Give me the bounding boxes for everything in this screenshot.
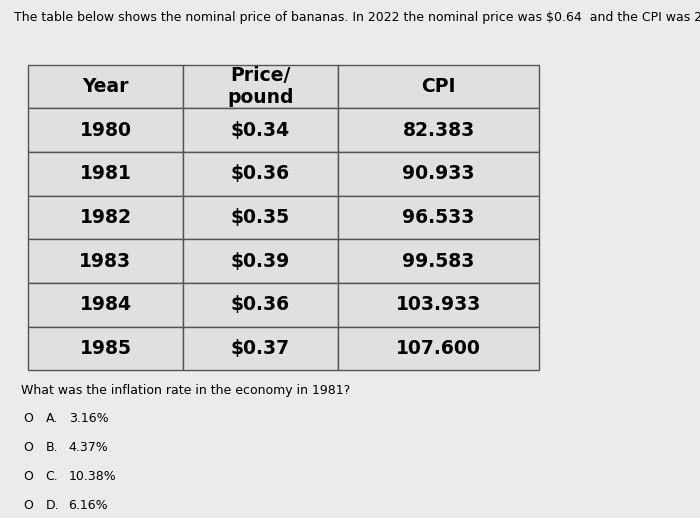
Bar bbox=[183, 152, 338, 196]
Bar bbox=[338, 327, 540, 370]
Text: $0.35: $0.35 bbox=[231, 208, 290, 227]
Bar bbox=[183, 327, 338, 370]
Text: O: O bbox=[23, 441, 33, 454]
Bar bbox=[338, 283, 540, 327]
Text: B.: B. bbox=[46, 441, 58, 454]
Text: 90.933: 90.933 bbox=[402, 164, 475, 183]
Bar bbox=[28, 283, 183, 327]
Text: $0.39: $0.39 bbox=[231, 252, 290, 271]
Text: $0.34: $0.34 bbox=[231, 121, 290, 140]
Text: 1984: 1984 bbox=[79, 295, 132, 314]
Text: The table below shows the nominal price of bananas. In 2022 the nominal price wa: The table below shows the nominal price … bbox=[14, 11, 700, 24]
Text: 10.38%: 10.38% bbox=[69, 470, 116, 483]
Text: What was the inflation rate in the economy in 1981?: What was the inflation rate in the econo… bbox=[21, 384, 350, 397]
Text: 82.383: 82.383 bbox=[402, 121, 475, 140]
Text: 96.533: 96.533 bbox=[402, 208, 475, 227]
Text: 107.600: 107.600 bbox=[396, 339, 481, 358]
Bar bbox=[183, 239, 338, 283]
Bar bbox=[338, 108, 540, 152]
Text: O: O bbox=[23, 412, 33, 425]
Text: 103.933: 103.933 bbox=[396, 295, 482, 314]
Bar bbox=[183, 65, 338, 108]
Bar bbox=[28, 108, 183, 152]
Text: 1982: 1982 bbox=[79, 208, 132, 227]
Bar bbox=[338, 196, 540, 239]
Text: 1981: 1981 bbox=[80, 164, 132, 183]
Bar bbox=[338, 239, 540, 283]
Text: 1985: 1985 bbox=[79, 339, 132, 358]
Text: Year: Year bbox=[82, 77, 129, 96]
Text: A.: A. bbox=[46, 412, 57, 425]
Text: 4.37%: 4.37% bbox=[69, 441, 108, 454]
Bar bbox=[338, 65, 540, 108]
Text: O: O bbox=[23, 470, 33, 483]
Text: $0.36: $0.36 bbox=[231, 164, 290, 183]
Text: 1980: 1980 bbox=[79, 121, 132, 140]
Text: 6.16%: 6.16% bbox=[69, 499, 108, 512]
Bar bbox=[183, 196, 338, 239]
Text: 1983: 1983 bbox=[79, 252, 132, 271]
Bar bbox=[28, 327, 183, 370]
Text: 99.583: 99.583 bbox=[402, 252, 475, 271]
Text: $0.36: $0.36 bbox=[231, 295, 290, 314]
Text: D.: D. bbox=[46, 499, 59, 512]
Bar bbox=[338, 152, 540, 196]
Bar bbox=[28, 152, 183, 196]
Bar bbox=[28, 239, 183, 283]
Text: Price/
pound: Price/ pound bbox=[227, 66, 293, 107]
Text: O: O bbox=[23, 499, 33, 512]
Text: $0.37: $0.37 bbox=[231, 339, 290, 358]
Text: C.: C. bbox=[46, 470, 58, 483]
Bar bbox=[183, 283, 338, 327]
Bar bbox=[28, 65, 183, 108]
Bar bbox=[28, 196, 183, 239]
Text: CPI: CPI bbox=[421, 77, 456, 96]
Text: 3.16%: 3.16% bbox=[69, 412, 108, 425]
Bar bbox=[183, 108, 338, 152]
